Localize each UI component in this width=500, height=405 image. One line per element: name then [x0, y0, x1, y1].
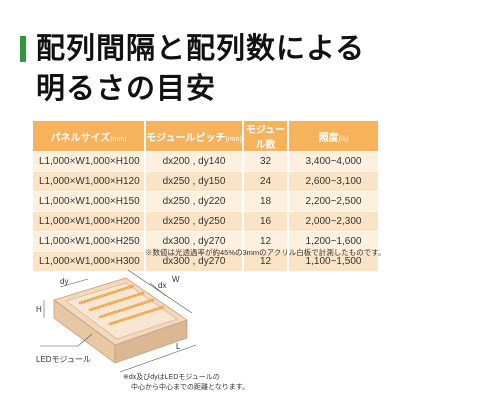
length-dimension-line: [119, 344, 197, 373]
cell-pitch: dx250 , dy250: [145, 211, 244, 232]
dy-dimension-line: [59, 278, 89, 288]
cell-lux: 1,200~1,600: [288, 231, 378, 252]
label-h: H: [36, 305, 42, 314]
distance-note: ※dx及びdyはLEDモジュールの 中心から中心までの距離となります。: [123, 373, 249, 393]
table-row: L1,000×W1,000×H150 dx250 , dy220 18 2,20…: [33, 191, 378, 212]
cell-size: L1,000×W1,000×H120: [33, 171, 146, 192]
dx-dimension-line: [149, 282, 167, 297]
cell-pitch: dx300 , dy270: [145, 251, 244, 271]
cell-size: L1,000×W1,000×H150: [33, 191, 146, 212]
cell-pitch: dx200 , dy140: [145, 151, 244, 172]
label-dx: dx: [158, 281, 166, 290]
header-illuminance: 照度(lx): [288, 121, 378, 152]
cell-size: L1,000×W1,000×H300: [33, 251, 146, 271]
label-l: L: [176, 342, 181, 351]
table-row: L1,000×W1,000×H100 dx200 , dy140 32 3,40…: [33, 151, 378, 172]
cell-lux: 2,600~3,100: [288, 171, 378, 192]
cell-pitch: dx250 , dy150: [145, 171, 244, 192]
cell-count: 32: [243, 151, 289, 172]
title-line-2: 明るさの目安: [36, 71, 217, 105]
table-row: L1,000×W1,000×H200 dx250 , dy250 16 2,00…: [33, 211, 378, 232]
cell-pitch: dx250 , dy220: [145, 191, 244, 212]
cell-pitch: dx300 , dy270: [145, 231, 244, 252]
label-dy: dy: [60, 277, 68, 286]
cell-size: L1,000×W1,000×H200: [33, 211, 146, 232]
table-row: L1,000×W1,000×H120 dx250 , dy150 24 2,60…: [33, 171, 378, 192]
cell-count: 12: [243, 251, 289, 271]
label-w: W: [172, 275, 180, 284]
header-module-pitch: モジュールピッチ(mm): [145, 121, 244, 152]
illuminance-table: パネルサイズ(mm) モジュールピッチ(mm) モジュール数 照度(lx) L1…: [33, 121, 378, 271]
cell-lux: 2,200~2,500: [288, 191, 378, 212]
cell-size: L1,000×W1,000×H250: [33, 231, 146, 252]
cell-size: L1,000×W1,000×H100: [33, 151, 146, 172]
cell-count: 12: [243, 231, 289, 252]
table-row: L1,000×W1,000×H300 dx300 , dy270 12 1,10…: [33, 251, 378, 271]
title-line-1: 配列間隔と配列数による: [36, 31, 366, 65]
cell-count: 18: [243, 191, 289, 212]
title-accent-bar: [20, 36, 26, 62]
page-title: 配列間隔と配列数による 明るさの目安: [36, 28, 365, 108]
panel-diagram: W dy dx H L: [36, 269, 197, 373]
transmittance-note: ※数値は光透過率が約45%の3mmのアクリル白板で計測したものです。: [145, 248, 386, 257]
table-row: L1,000×W1,000×H250 dx300 , dy270 12 1,20…: [33, 231, 378, 252]
table-header-row: パネルサイズ(mm) モジュールピッチ(mm) モジュール数 照度(lx): [33, 121, 378, 152]
distance-note-line-2: 中心から中心までの距離となります。: [131, 384, 250, 391]
cell-count: 24: [243, 171, 289, 192]
led-module-label: LEDモジュール: [36, 355, 92, 364]
cell-count: 16: [243, 211, 289, 232]
cell-lux: 3,400~4,000: [288, 151, 378, 172]
cell-lux: 1,100~1,500: [288, 251, 378, 271]
header-panel-size: パネルサイズ(mm): [33, 121, 146, 152]
cell-lux: 2,000~2,300: [288, 211, 378, 232]
header-module-count: モジュール数: [243, 121, 289, 152]
distance-note-line-1: ※dx及びdyはLEDモジュールの: [123, 374, 220, 381]
